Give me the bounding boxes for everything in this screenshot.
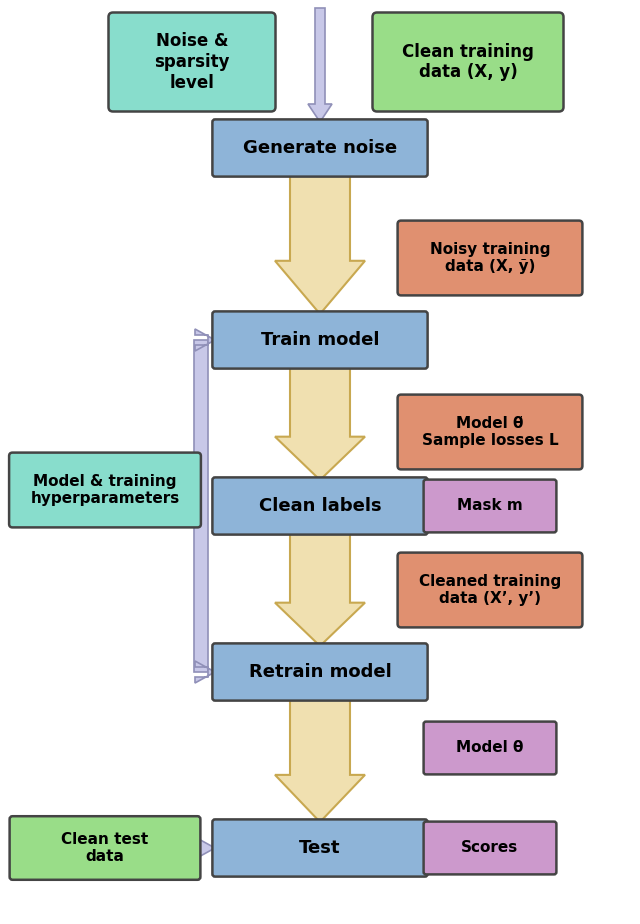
Text: Clean test
data: Clean test data [61, 832, 148, 864]
Polygon shape [195, 837, 215, 859]
FancyBboxPatch shape [10, 816, 200, 880]
FancyBboxPatch shape [424, 821, 556, 874]
Text: Model & training
hyperparameters: Model & training hyperparameters [30, 474, 180, 506]
Text: Noisy training
data (X, ỹ): Noisy training data (X, ỹ) [429, 242, 550, 274]
Text: Model θ: Model θ [456, 740, 524, 756]
Text: Model θ̃
Sample losses L: Model θ̃ Sample losses L [422, 416, 558, 448]
Text: Cleaned training
data (X’, y’): Cleaned training data (X’, y’) [419, 574, 561, 606]
FancyBboxPatch shape [424, 480, 556, 532]
FancyBboxPatch shape [424, 722, 556, 774]
FancyBboxPatch shape [109, 13, 275, 112]
FancyBboxPatch shape [212, 820, 428, 877]
Text: Clean training
data (X, y): Clean training data (X, y) [402, 43, 534, 81]
FancyBboxPatch shape [9, 453, 201, 528]
Polygon shape [195, 329, 215, 351]
Text: Retrain model: Retrain model [248, 663, 392, 681]
Polygon shape [275, 174, 365, 314]
Text: Clean labels: Clean labels [259, 497, 381, 515]
FancyBboxPatch shape [397, 553, 582, 627]
Text: Noise &
sparsity
level: Noise & sparsity level [154, 32, 230, 91]
FancyBboxPatch shape [397, 221, 582, 296]
Polygon shape [420, 823, 425, 873]
Text: Scores: Scores [461, 841, 518, 856]
Polygon shape [420, 481, 425, 531]
FancyBboxPatch shape [212, 311, 428, 369]
Polygon shape [275, 698, 365, 822]
Polygon shape [275, 532, 365, 646]
Text: Mask m: Mask m [457, 499, 523, 514]
FancyBboxPatch shape [372, 13, 563, 112]
Text: Train model: Train model [260, 331, 380, 349]
FancyBboxPatch shape [212, 119, 428, 176]
Polygon shape [195, 661, 215, 683]
FancyBboxPatch shape [212, 643, 428, 700]
Polygon shape [275, 366, 365, 480]
Text: Test: Test [300, 839, 340, 857]
FancyBboxPatch shape [212, 478, 428, 535]
Text: Generate noise: Generate noise [243, 139, 397, 157]
Polygon shape [308, 8, 332, 122]
FancyBboxPatch shape [397, 395, 582, 469]
Bar [194, 340, 208, 672]
